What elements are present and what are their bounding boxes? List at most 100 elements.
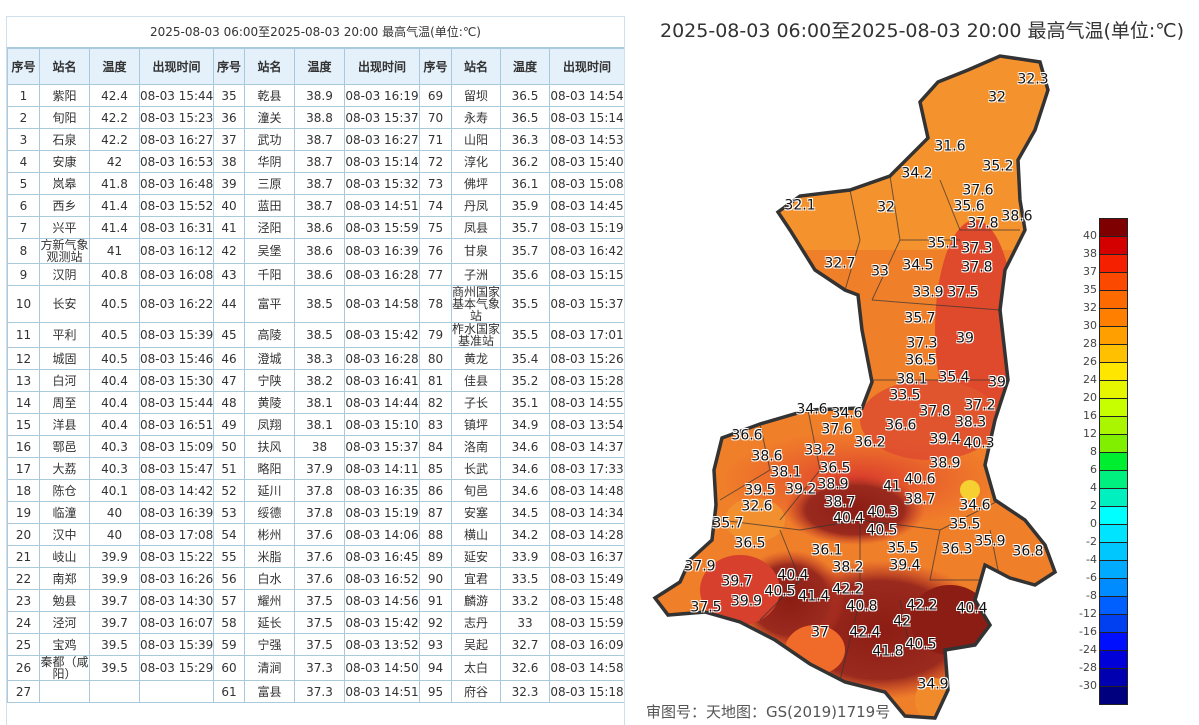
station-temperature-label[interactable]: 32.3 [1017, 71, 1049, 88]
station-temperature-label[interactable]: 33 [871, 263, 889, 280]
station-temperature-label[interactable]: 32.6 [741, 498, 773, 515]
station-temperature-label[interactable]: 38.3 [955, 414, 987, 431]
station-temperature-label[interactable]: 37.8 [919, 403, 951, 420]
station-temperature-label[interactable]: 35.5 [887, 540, 919, 557]
column-header[interactable]: 温度 [89, 48, 140, 85]
station-temperature-label[interactable]: 35.7 [904, 310, 936, 327]
station-temperature-label[interactable]: 40.4 [956, 600, 988, 617]
station-temperature-label[interactable]: 37.5 [690, 599, 722, 616]
station-temperature-label[interactable]: 34.5 [902, 257, 934, 274]
station-temperature-label[interactable]: 42 [893, 613, 912, 630]
station-temperature-label[interactable]: 40.5 [764, 583, 796, 600]
station-temperature-label[interactable]: 36.5 [905, 352, 937, 369]
column-header[interactable]: 站名 [39, 48, 90, 85]
column-header[interactable]: 温度 [294, 48, 345, 85]
station-table-panel[interactable]: 2025-08-03 06:00至2025-08-03 20:00 最高气温(单… [6, 16, 625, 725]
station-temperature-label[interactable]: 32.1 [784, 197, 816, 214]
station-temperature-label[interactable]: 35.7 [712, 515, 744, 532]
station-temperature-label[interactable]: 39.9 [730, 593, 763, 610]
column-header[interactable]: 序号 [213, 48, 245, 85]
station-temperature-label[interactable]: 37.8 [961, 259, 993, 276]
station-temperature-label[interactable]: 37 [811, 624, 829, 641]
column-header[interactable]: 出现时间 [139, 48, 214, 85]
station-temperature-label[interactable]: 36.5 [734, 535, 766, 552]
column-header[interactable]: 出现时间 [549, 48, 624, 85]
station-temperature-label[interactable]: 39.4 [889, 557, 921, 574]
station-temperature-label[interactable]: 39.4 [929, 431, 961, 448]
station-temperature-label[interactable]: 36.1 [811, 542, 843, 559]
column-header[interactable]: 序号 [419, 48, 452, 85]
station-temperature-label[interactable]: 35.4 [938, 369, 970, 386]
station-temperature-label[interactable]: 33.9 [912, 284, 944, 301]
table-row: 23 勉县 39.7 08-03 14:30 57 耀州 37.5 08-03 14:56 91… [7, 589, 624, 612]
station-temperature-label[interactable]: 37.2 [964, 397, 996, 414]
station-temperature-label[interactable]: 37.3 [906, 335, 938, 352]
station-temperature-label[interactable]: 37.5 [947, 284, 979, 301]
column-header[interactable]: 站名 [244, 48, 295, 85]
station-temperature-label[interactable]: 37.3 [961, 240, 993, 257]
station-temperature-label[interactable]: 36.6 [885, 417, 917, 434]
column-header[interactable]: 序号 [7, 48, 40, 85]
station-temperature-label[interactable]: 32.7 [824, 255, 856, 272]
column-header[interactable]: 温度 [500, 48, 550, 85]
station-temperature-label[interactable]: 32 [988, 89, 1006, 106]
station-temperature-label[interactable]: 39 [956, 330, 974, 347]
station-temperature-label[interactable]: 40.4 [833, 510, 865, 527]
station-temperature-label[interactable]: 40.4 [777, 567, 809, 584]
station-temperature-label[interactable]: 34.2 [901, 165, 933, 182]
temperature-map[interactable] [640, 50, 1070, 724]
station-temperature-label[interactable]: 40.6 [904, 471, 936, 488]
station-temperature-label[interactable]: 40.8 [846, 598, 878, 615]
occurrence-time: 08-03 15:39 [139, 322, 214, 348]
station-temperature-label[interactable]: 41.4 [798, 588, 830, 605]
column-header[interactable]: 站名 [451, 48, 501, 85]
station-temperature-label[interactable]: 38.7 [904, 491, 936, 508]
station-temperature-label[interactable]: 35.5 [949, 516, 981, 533]
station-temperature-label[interactable]: 37.6 [962, 182, 994, 199]
station-temperature-label[interactable]: 42.4 [849, 624, 881, 641]
station-temperature-label[interactable]: 38.1 [896, 371, 928, 388]
station-temperature-label[interactable]: 36.6 [731, 427, 763, 444]
station-temperature-label[interactable]: 39.7 [721, 573, 753, 590]
station-temperature-label[interactable]: 35.1 [927, 235, 959, 252]
station-temperature-label[interactable]: 31.6 [934, 138, 966, 155]
station-temperature-label[interactable]: 35.9 [974, 533, 1006, 550]
legend-color-bin [1100, 615, 1127, 633]
station-temperature-label[interactable]: 34.6 [796, 401, 828, 418]
station-temperature-label[interactable]: 37.9 [684, 558, 716, 575]
station-temperature-label[interactable]: 35.6 [953, 198, 985, 215]
station-temperature-label[interactable]: 42.2 [832, 581, 864, 598]
station-temperature-label[interactable]: 40.5 [866, 522, 898, 539]
station-temperature-label[interactable]: 39.5 [744, 482, 776, 499]
station-temperature-label[interactable]: 36.5 [819, 460, 851, 477]
station-temperature-label[interactable]: 33.5 [889, 387, 921, 404]
station-temperature-label[interactable]: 38.1 [770, 464, 802, 481]
station-temperature-label[interactable]: 36.8 [1012, 543, 1044, 560]
station-temperature-label[interactable]: 37.8 [967, 215, 999, 232]
station-temperature-label[interactable]: 36.3 [941, 541, 973, 558]
station-temperature-label[interactable]: 39.2 [785, 481, 817, 498]
station-temperature-label[interactable]: 36.2 [854, 434, 886, 451]
station-temperature-label[interactable]: 37.6 [821, 421, 853, 438]
station-temperature-label[interactable]: 34.9 [917, 676, 949, 693]
station-temperature-label[interactable]: 38.2 [832, 559, 864, 576]
station-temperature-label[interactable]: 38.9 [817, 476, 849, 493]
station-temperature-label[interactable]: 38.6 [751, 448, 783, 465]
station-temperature-label[interactable]: 40.5 [905, 636, 937, 653]
station-temperature-label[interactable]: 42.2 [906, 597, 938, 614]
station-temperature-label[interactable]: 34.6 [831, 405, 863, 422]
station-temperature-label[interactable]: 41 [883, 478, 901, 495]
station-temperature-label[interactable]: 35.2 [982, 158, 1014, 175]
station-temperature-label[interactable]: 38.9 [929, 455, 961, 472]
station-temperature-label[interactable]: 33.2 [804, 442, 836, 459]
occurrence-time: 08-03 13:54 [549, 413, 624, 436]
station-temperature-label[interactable]: 39 [988, 374, 1006, 391]
station-temperature-label[interactable]: 38.6 [1001, 208, 1033, 225]
station-temperature-label[interactable]: 38.7 [824, 494, 856, 511]
station-temperature-label[interactable]: 40.3 [867, 504, 899, 521]
station-temperature-label[interactable]: 34.6 [959, 497, 991, 514]
station-temperature-label[interactable]: 40.3 [963, 435, 995, 452]
column-header[interactable]: 出现时间 [344, 48, 420, 85]
station-temperature-label[interactable]: 41.8 [872, 643, 904, 660]
station-temperature-label[interactable]: 32 [877, 199, 895, 216]
